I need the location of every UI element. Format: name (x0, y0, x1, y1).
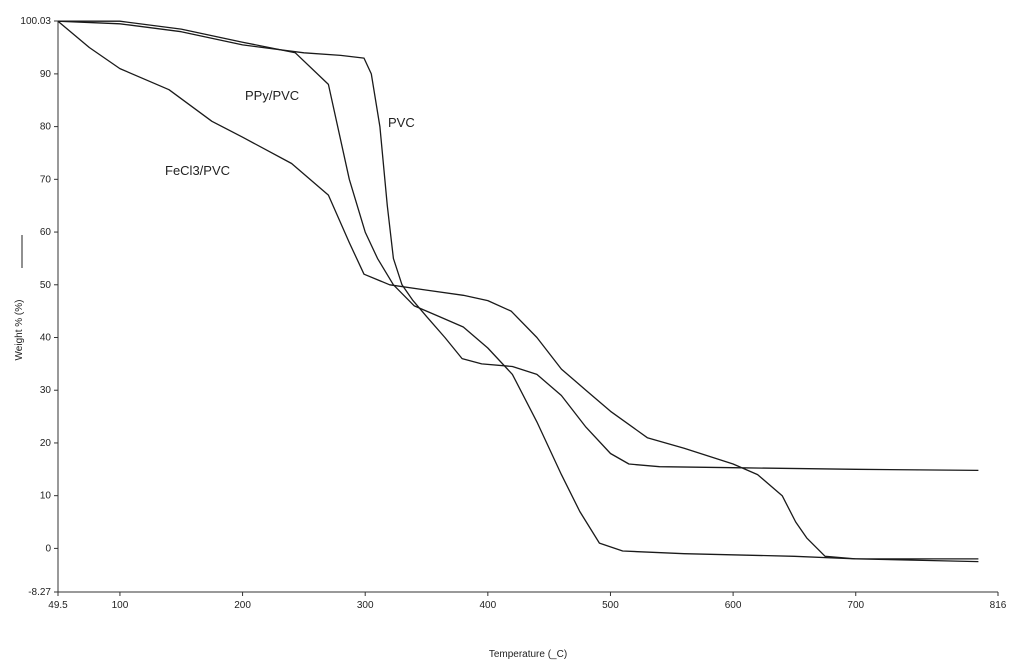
x-tick-label: 500 (602, 600, 619, 611)
x-tick-label: 816 (990, 600, 1007, 611)
x-tick-label: 400 (479, 600, 496, 611)
chart: Temperature (_C) Weight % (%) -8.27 0 10 20… (0, 0, 1026, 663)
x-tick-label: 300 (357, 600, 374, 611)
y-tick-label: 30 (40, 385, 52, 396)
y-tick-label: 40 (40, 333, 52, 344)
series-line (58, 21, 978, 561)
y-tick-label: 60 (40, 227, 52, 238)
y-tick-label: -8.27 (28, 587, 51, 598)
y-tick-label: 0 (45, 543, 51, 554)
y-tick-label: 80 (40, 122, 52, 133)
series-line (58, 21, 978, 559)
x-tick-label: 600 (725, 600, 742, 611)
x-tick-label: 100 (112, 600, 129, 611)
y-tick-label: 90 (40, 69, 52, 80)
x-tick-label: 49.5 (48, 600, 68, 611)
y-tick-label: 20 (40, 438, 52, 449)
x-tick-label: 700 (847, 600, 864, 611)
y-tick-label: 10 (40, 491, 52, 502)
y-tick-label: 100.03 (20, 16, 51, 27)
y-axis-label: Weight % (%) (14, 300, 25, 361)
series-label: FeCl3/PVC (165, 163, 230, 178)
series-label: PPy/PVC (245, 88, 299, 103)
x-tick-label: 200 (234, 600, 251, 611)
y-tick-label: 50 (40, 280, 52, 291)
x-axis-label: Temperature (_C) (489, 649, 567, 660)
series-label: PVC (388, 115, 415, 130)
series-line (58, 21, 978, 470)
y-tick-label: 70 (40, 174, 52, 185)
